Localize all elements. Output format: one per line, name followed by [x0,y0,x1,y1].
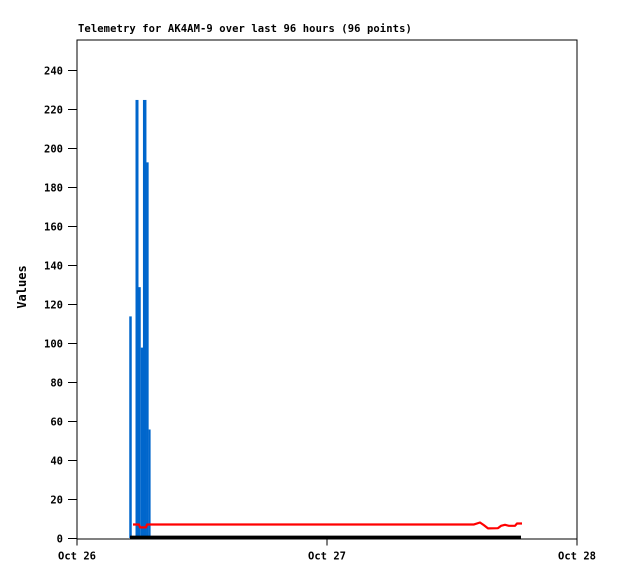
y-axis-title: Values [15,265,29,309]
blue-spike [146,162,149,538]
y-tick-label: 20 [50,495,63,507]
y-tick-label: 200 [44,144,63,156]
y-tick-label: 140 [44,261,63,273]
blue-spike [140,347,144,538]
y-tick-label: 160 [44,222,63,234]
blue-spike [142,99,147,538]
y-tick-label: 80 [50,378,63,390]
y-tick-label: 60 [50,417,63,429]
y-tick-label: 120 [44,300,63,312]
y-tick-label: 0 [57,534,63,546]
plot-border [76,39,578,540]
x-tick-label: Oct 28 [558,551,596,563]
blue-spike [135,99,139,538]
x-tick-label: Oct 27 [308,551,346,563]
blue-spike [129,316,132,538]
x-tick-label: Oct 26 [58,551,96,563]
y-tick-label: 240 [44,66,63,78]
y-tick-label: 220 [44,105,63,117]
red-telemetry-line [133,521,522,530]
blue-spike [138,287,141,538]
blue-spike [148,429,151,538]
y-tick-label: 180 [44,183,63,195]
y-tick-label: 100 [44,339,63,351]
y-tick-label: 40 [50,456,63,468]
chart-title: Telemetry for AK4AM-9 over last 96 hours… [78,23,412,35]
